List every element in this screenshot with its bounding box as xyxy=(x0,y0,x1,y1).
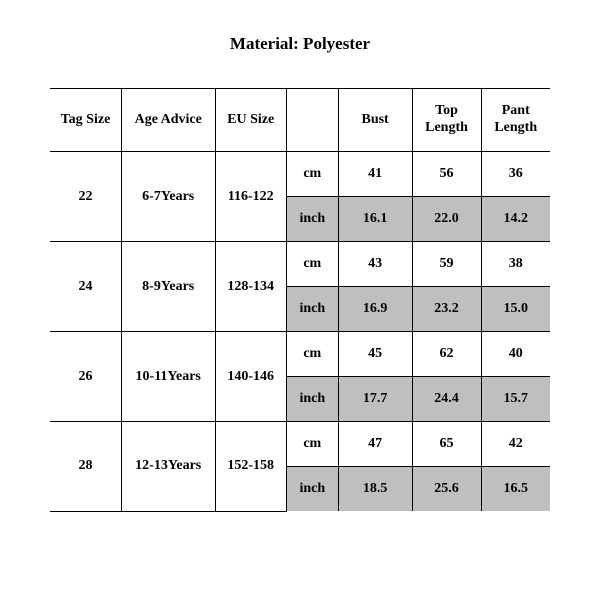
cell-age: 12-13Years xyxy=(121,422,215,512)
cell-unit-inch: inch xyxy=(286,197,338,242)
table-header-row: Tag Size Age Advice EU Size Bust Top Len… xyxy=(50,89,550,152)
cell-unit-cm: cm xyxy=(286,332,338,377)
cell-unit-inch: inch xyxy=(286,467,338,512)
cell-age: 8-9Years xyxy=(121,242,215,332)
page-title: Material: Polyester xyxy=(50,34,550,54)
cell-bust-cm: 47 xyxy=(338,422,412,467)
cell-top-inch: 25.6 xyxy=(412,467,481,512)
cell-top-cm: 56 xyxy=(412,152,481,197)
cell-eu: 152-158 xyxy=(215,422,286,512)
cell-unit-inch: inch xyxy=(286,377,338,422)
cell-tag: 22 xyxy=(50,152,121,242)
cell-top-cm: 62 xyxy=(412,332,481,377)
cell-tag: 26 xyxy=(50,332,121,422)
cell-tag: 24 xyxy=(50,242,121,332)
col-tag: Tag Size xyxy=(50,89,121,152)
table-row: 226-7Years116-122cm415636 xyxy=(50,152,550,197)
cell-age: 10-11Years xyxy=(121,332,215,422)
col-bust: Bust xyxy=(338,89,412,152)
table-row: 2812-13Years152-158cm476542 xyxy=(50,422,550,467)
cell-bust-cm: 43 xyxy=(338,242,412,287)
cell-bust-cm: 41 xyxy=(338,152,412,197)
cell-pant-cm: 38 xyxy=(481,242,550,287)
cell-unit-cm: cm xyxy=(286,422,338,467)
cell-bust-inch: 17.7 xyxy=(338,377,412,422)
cell-eu: 128-134 xyxy=(215,242,286,332)
table-row: 2610-11Years140-146cm456240 xyxy=(50,332,550,377)
col-age: Age Advice xyxy=(121,89,215,152)
cell-pant-cm: 36 xyxy=(481,152,550,197)
cell-top-cm: 65 xyxy=(412,422,481,467)
cell-pant-inch: 15.7 xyxy=(481,377,550,422)
cell-unit-inch: inch xyxy=(286,287,338,332)
cell-pant-cm: 42 xyxy=(481,422,550,467)
cell-eu: 140-146 xyxy=(215,332,286,422)
cell-pant-cm: 40 xyxy=(481,332,550,377)
table-row: 248-9Years128-134cm435938 xyxy=(50,242,550,287)
cell-bust-cm: 45 xyxy=(338,332,412,377)
cell-bust-inch: 16.1 xyxy=(338,197,412,242)
cell-pant-inch: 14.2 xyxy=(481,197,550,242)
cell-pant-inch: 16.5 xyxy=(481,467,550,512)
cell-top-cm: 59 xyxy=(412,242,481,287)
cell-top-inch: 22.0 xyxy=(412,197,481,242)
cell-age: 6-7Years xyxy=(121,152,215,242)
col-unit xyxy=(286,89,338,152)
cell-unit-cm: cm xyxy=(286,242,338,287)
cell-tag: 28 xyxy=(50,422,121,512)
col-eu: EU Size xyxy=(215,89,286,152)
cell-bust-inch: 16.9 xyxy=(338,287,412,332)
cell-top-inch: 23.2 xyxy=(412,287,481,332)
cell-bust-inch: 18.5 xyxy=(338,467,412,512)
cell-top-inch: 24.4 xyxy=(412,377,481,422)
cell-pant-inch: 15.0 xyxy=(481,287,550,332)
cell-eu: 116-122 xyxy=(215,152,286,242)
cell-unit-cm: cm xyxy=(286,152,338,197)
col-top: Top Length xyxy=(412,89,481,152)
col-pant: Pant Length xyxy=(481,89,550,152)
size-table: Tag Size Age Advice EU Size Bust Top Len… xyxy=(50,88,550,512)
